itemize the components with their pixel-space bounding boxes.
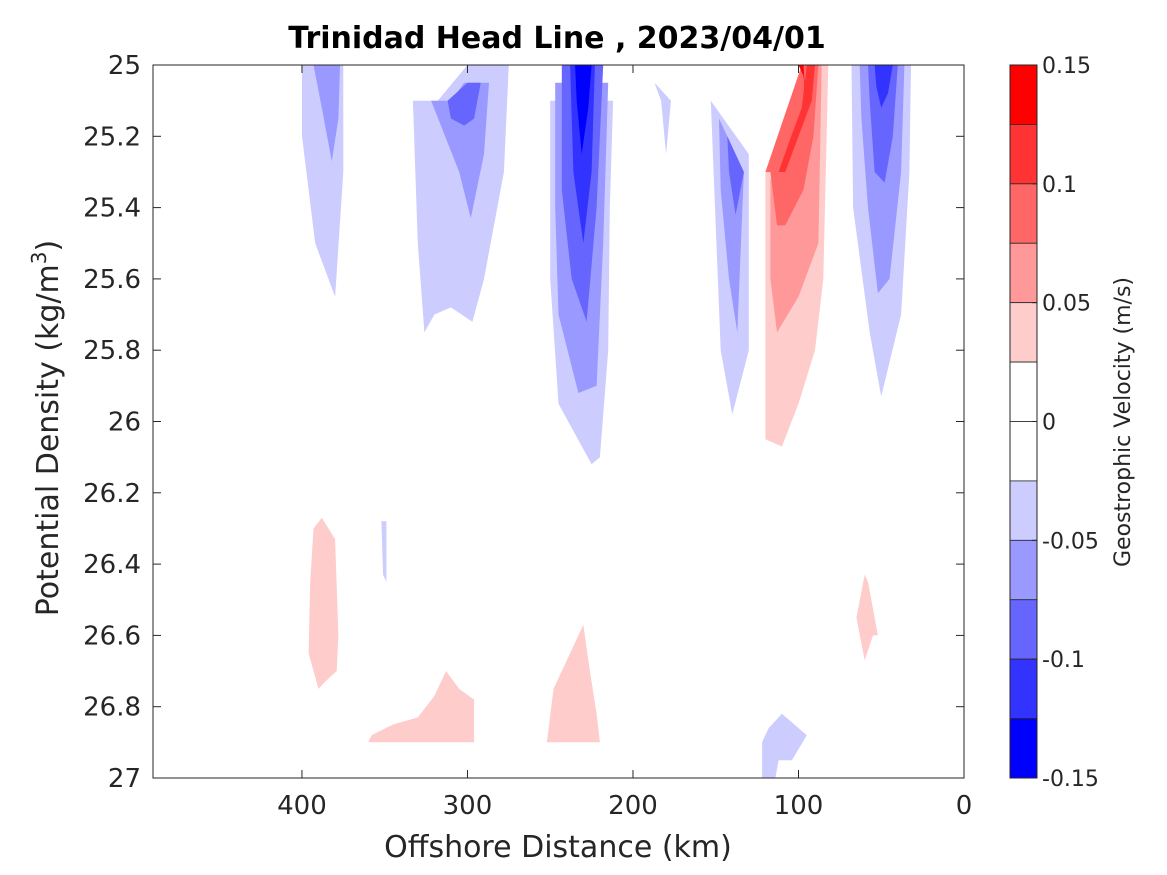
contour-blue-core-390km-l2 <box>313 65 340 162</box>
contour-blue-50km-l3 <box>868 65 898 183</box>
y-tick-label: 25.6 <box>83 265 141 295</box>
colorbar-tick-label: -0.1 <box>1042 648 1085 673</box>
y-tick-label: 26.2 <box>83 479 141 509</box>
colorbar-level <box>1009 718 1038 779</box>
contour-red-100km-l5 <box>798 65 806 94</box>
colorbar-label: Geostrophic Velocity (m/s) <box>1111 277 1136 567</box>
colorbar-level <box>1009 242 1038 304</box>
colorbar-tick-label: -0.05 <box>1042 529 1099 554</box>
colorbar-level <box>1009 539 1038 601</box>
plot-area: 400 300 200 100 0 25 25.2 25.4 25.6 25.8 26 26.2 26… <box>83 51 972 821</box>
x-axis-ticks: 400 300 200 100 0 <box>277 65 972 821</box>
colorbar-level <box>1009 599 1038 660</box>
y-tick-label: 25.8 <box>83 336 141 366</box>
contour-blue-140km-l3 <box>727 136 744 215</box>
colorbar-level <box>1009 183 1038 244</box>
contour-blue-230km-l4 <box>570 65 595 244</box>
y-axis-label-main: Potential Density (kg/m <box>31 264 66 616</box>
colorbar-tick-label: -0.15 <box>1042 767 1099 792</box>
x-tick-label: 400 <box>277 791 327 821</box>
y-tick-label: 26.4 <box>83 550 141 580</box>
colorbar-level <box>1009 421 1038 482</box>
colorbar-level <box>1009 302 1038 363</box>
y-axis-ticks: 25 25.2 25.4 25.6 25.8 26 26.2 26.4 26.6 26.8 27 <box>83 51 964 794</box>
x-tick-label: 0 <box>956 791 973 821</box>
colorbar-tick-label: 0.05 <box>1042 292 1091 317</box>
x-axis-label: Offshore Distance (km) <box>384 830 732 865</box>
y-tick-label: 26.8 <box>83 693 141 723</box>
contour-blue-350km-thin <box>381 521 387 582</box>
colorbar-tick-label: 0 <box>1042 411 1056 436</box>
x-tick-label: 100 <box>774 791 824 821</box>
colorbar-tick-label: 0.15 <box>1042 54 1091 79</box>
colorbar-ticks: 0.15 0.1 0.05 0 -0.05 -0.1 -0.15 <box>1032 54 1099 792</box>
colorbar-level <box>1009 64 1038 125</box>
x-tick-label: 300 <box>443 791 493 821</box>
contour-red-60km <box>856 574 878 661</box>
colorbar-level <box>1009 658 1038 719</box>
colorbar-tick-label: 0.1 <box>1042 173 1077 198</box>
colorbar-level <box>1009 124 1038 185</box>
contour-blue-310km-l3 <box>447 82 481 126</box>
y-axis-label-close: ) <box>31 240 66 252</box>
chart-title: Trinidad Head Line , 2023/04/01 <box>288 21 825 56</box>
contour-blue-50km-l4 <box>874 65 893 108</box>
y-tick-label: 26 <box>108 408 141 438</box>
contour-red-230km <box>546 624 600 743</box>
y-tick-label: 26.6 <box>83 621 141 651</box>
y-tick-label: 25 <box>108 51 141 81</box>
contour-red-100km-l4 <box>778 65 815 172</box>
contour-red-310km <box>368 671 475 743</box>
x-tick-label: 200 <box>608 791 658 821</box>
y-tick-label: 25.4 <box>83 194 141 224</box>
contour-blue-180km <box>654 82 671 155</box>
y-axis-label-superscript: 3 <box>27 251 51 264</box>
y-tick-label: 25.2 <box>83 122 141 152</box>
contour-regions <box>302 65 911 778</box>
contour-blue-310km-l2 <box>431 82 489 219</box>
y-axis-label: Potential Density (kg/m3) <box>27 240 66 616</box>
y-tick-label: 27 <box>108 764 141 794</box>
colorbar-level <box>1009 361 1038 422</box>
colorbar-level <box>1009 480 1038 541</box>
colorbar: 0.15 0.1 0.05 0 -0.05 -0.1 -0.15 <box>1009 54 1099 792</box>
contour-red-385km <box>308 517 339 689</box>
contour-blue-230km-l5 <box>575 65 592 155</box>
contour-blue-110km-bottom <box>762 713 807 778</box>
